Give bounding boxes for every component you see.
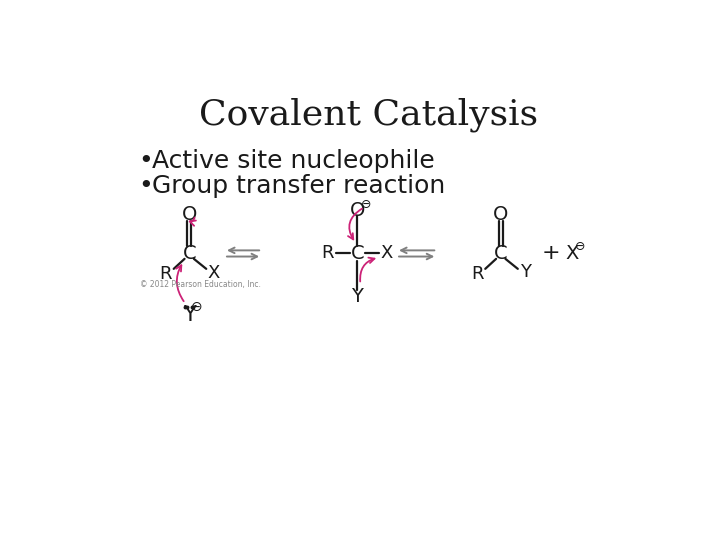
Text: ⊖: ⊖ — [575, 240, 586, 253]
Text: Active site nucleophile: Active site nucleophile — [152, 149, 435, 173]
Text: O: O — [493, 205, 508, 225]
Text: © 2012 Pearson Education, Inc.: © 2012 Pearson Education, Inc. — [140, 280, 261, 289]
Text: ⊖: ⊖ — [191, 300, 203, 314]
Text: •: • — [138, 174, 153, 198]
Text: ⊖: ⊖ — [361, 198, 371, 211]
Text: C: C — [494, 244, 508, 263]
Text: Y: Y — [183, 305, 196, 325]
Text: Covalent Catalysis: Covalent Catalysis — [199, 97, 539, 132]
Text: X: X — [381, 245, 393, 262]
Text: +: + — [542, 244, 560, 264]
Text: R: R — [322, 245, 334, 262]
Text: C: C — [351, 244, 364, 263]
Text: X: X — [208, 264, 220, 282]
Text: R: R — [160, 265, 172, 284]
Text: Group transfer reaction: Group transfer reaction — [152, 174, 445, 198]
Text: O: O — [181, 205, 197, 225]
Text: O: O — [350, 201, 365, 220]
Text: Y: Y — [520, 263, 531, 281]
Text: •: • — [138, 149, 153, 173]
Text: C: C — [182, 244, 196, 263]
Text: X: X — [565, 244, 579, 263]
Text: Y: Y — [351, 287, 364, 306]
Text: R: R — [472, 265, 484, 284]
